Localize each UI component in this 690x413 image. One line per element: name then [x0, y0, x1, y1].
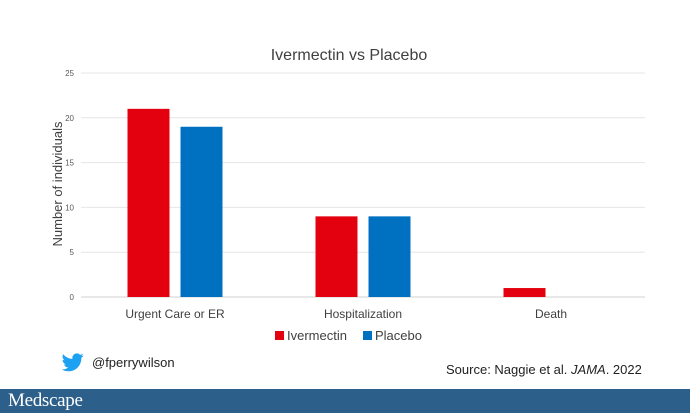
source-journal: JAMA	[571, 362, 606, 377]
legend-swatch-placebo	[363, 331, 372, 340]
legend-label-ivermectin: Ivermectin	[287, 328, 347, 343]
footer-bar: Medscape	[0, 389, 690, 413]
source-prefix: Source: Naggie et al.	[446, 362, 572, 377]
y-tick-label: 0	[70, 293, 75, 302]
source-citation: Source: Naggie et al. JAMA. 2022	[446, 362, 642, 377]
legend-swatch-ivermectin	[275, 331, 284, 340]
bar-ivermectin-2	[315, 216, 358, 297]
y-tick-label: 20	[65, 114, 74, 123]
chart: Ivermectin vs Placebo 0 5 10 15 20 25 Number …	[50, 47, 645, 343]
twitter-handle: @fperrywilson	[62, 353, 175, 372]
legend-label-placebo: Placebo	[375, 328, 422, 343]
bar-placebo-2	[368, 216, 411, 297]
chart-title: Ivermectin vs Placebo	[271, 47, 428, 64]
y-tick-label: 15	[65, 159, 74, 168]
twitter-bird-icon	[62, 353, 84, 372]
x-tick-label: Urgent Care or ER	[125, 307, 225, 321]
y-axis-label: Number of individuals	[50, 121, 65, 247]
medscape-logo[interactable]: Medscape	[8, 390, 83, 411]
y-tick-label: 10	[65, 203, 74, 212]
x-tick-label: Death	[535, 307, 567, 321]
y-tick-label: 5	[70, 248, 75, 257]
source-suffix: . 2022	[605, 362, 642, 377]
legend: Ivermectin Placebo	[275, 328, 422, 343]
x-tick-label: Hospitalization	[324, 307, 402, 321]
bars	[127, 108, 546, 297]
y-axis-ticks: 0 5 10 15 20 25	[65, 69, 74, 302]
bar-placebo-1	[180, 126, 223, 297]
bar-ivermectin-1	[127, 108, 170, 297]
bar-ivermectin-3	[503, 288, 546, 297]
x-axis-ticks: Urgent Care or ER Hospitalization Death	[125, 307, 567, 321]
gridlines	[81, 72, 645, 298]
twitter-handle-text: @fperrywilson	[92, 355, 175, 370]
y-tick-label: 25	[65, 69, 74, 78]
